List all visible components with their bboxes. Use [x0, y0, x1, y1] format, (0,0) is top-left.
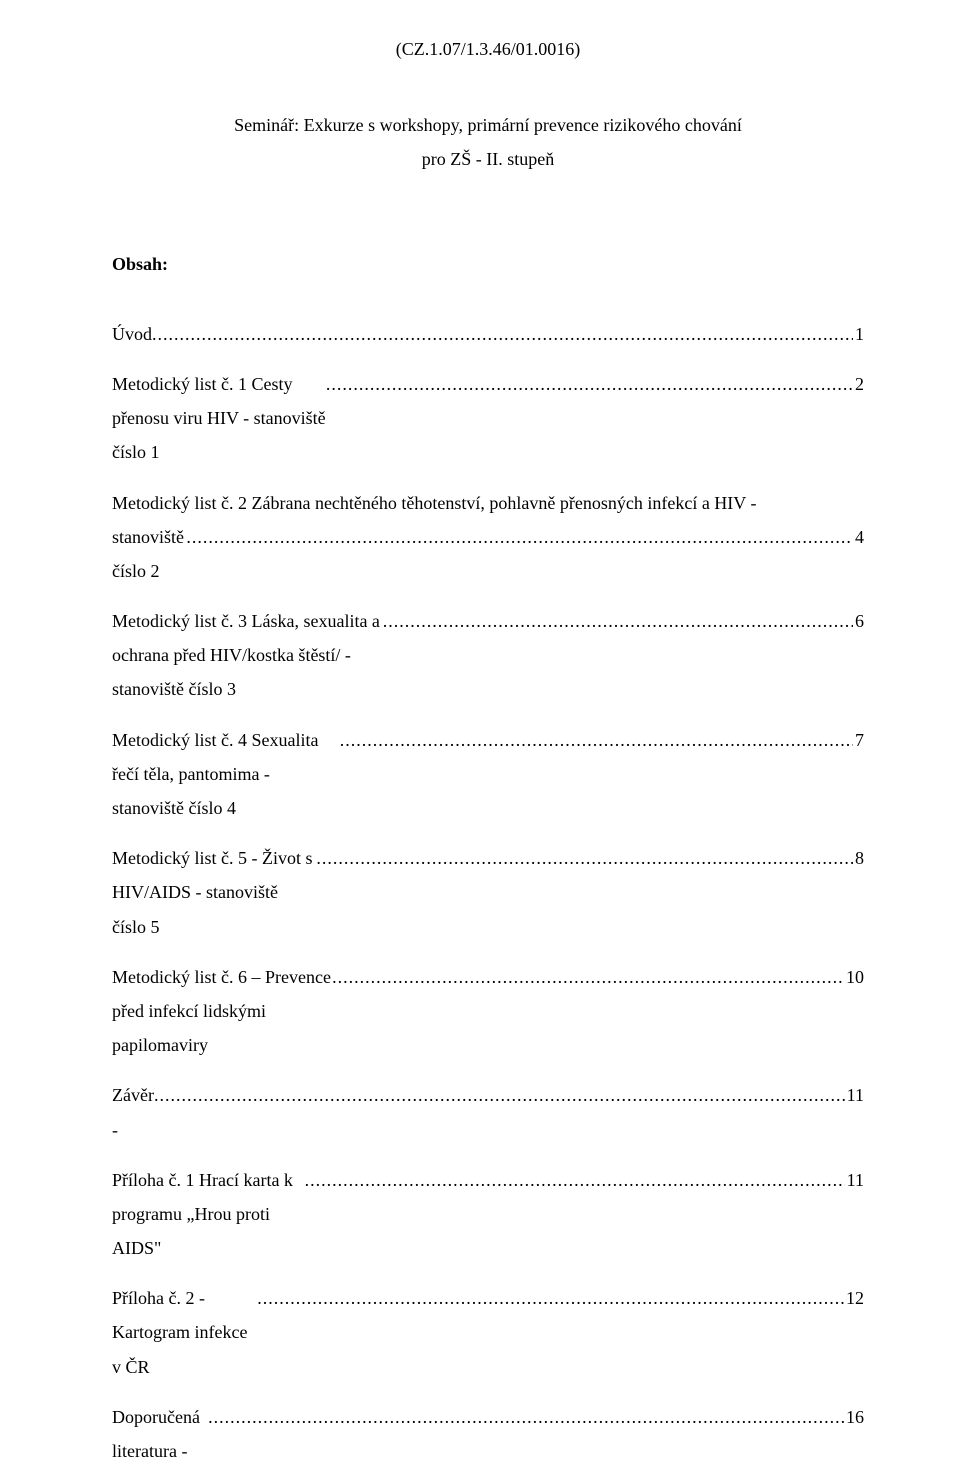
- toc-leader: [316, 841, 853, 875]
- toc-leader: [383, 604, 853, 638]
- toc-page: 4: [853, 520, 864, 554]
- toc-label: Příloha č. 2 - Kartogram infekce v ČR: [112, 1281, 257, 1384]
- toc-leader: [340, 723, 853, 757]
- toc-label: Metodický list č. 1 Cesty přenosu viru H…: [112, 367, 326, 470]
- toc-page: 10: [844, 960, 864, 994]
- toc-label: Metodický list č. 3 Láska, sexualita a o…: [112, 604, 383, 707]
- toc-entry-m5: Metodický list č. 5 - Život s HIV/AIDS -…: [112, 841, 864, 944]
- toc-label: Příloha č. 1 Hrací karta k programu „Hro…: [112, 1163, 305, 1266]
- toc-label: Úvod: [112, 317, 152, 351]
- toc-label: Metodický list č. 6 – Prevence před infe…: [112, 960, 332, 1063]
- toc-page: 11: [845, 1163, 864, 1197]
- toc-entry-m3: Metodický list č. 3 Láska, sexualita a o…: [112, 604, 864, 707]
- toc-entry-m1: Metodický list č. 1 Cesty přenosu viru H…: [112, 367, 864, 470]
- toc-label: Závěr -: [112, 1078, 154, 1146]
- toc-page: 7: [853, 723, 864, 757]
- seminar-title: Seminář: Exkurze s workshopy, primární p…: [112, 108, 864, 142]
- toc-leader: [208, 1400, 844, 1434]
- toc-leader: [154, 1078, 845, 1112]
- toc-label-line2: stanoviště číslo 2: [112, 520, 186, 588]
- toc-leader: [186, 520, 853, 554]
- toc-page: 16: [844, 1400, 864, 1434]
- toc-page: 8: [853, 841, 864, 875]
- document-code: (CZ.1.07/1.3.46/01.0016): [112, 32, 864, 66]
- toc-entry-m4: Metodický list č. 4 Sexualita řečí těla,…: [112, 723, 864, 826]
- seminar-subtitle: pro ZŠ - II. stupeň: [112, 142, 864, 176]
- toc-label-line1: Metodický list č. 2 Zábrana nechtěného t…: [112, 486, 864, 520]
- toc-leader: [257, 1281, 844, 1315]
- contents-heading: Obsah:: [112, 247, 864, 281]
- toc-leader: [332, 960, 844, 994]
- toc-leader: [305, 1163, 845, 1197]
- toc-leader: [152, 317, 853, 351]
- toc-page: 12: [844, 1281, 864, 1315]
- toc-label: Metodický list č. 5 - Život s HIV/AIDS -…: [112, 841, 316, 944]
- toc-label: Doporučená literatura -: [112, 1400, 208, 1468]
- toc-leader: [326, 367, 853, 401]
- toc-entry-p2: Příloha č. 2 - Kartogram infekce v ČR 12: [112, 1281, 864, 1384]
- toc-entry-m6: Metodický list č. 6 – Prevence před infe…: [112, 960, 864, 1063]
- toc-entry-m2: Metodický list č. 2 Zábrana nechtěného t…: [112, 486, 864, 589]
- toc-page: 2: [853, 367, 864, 401]
- toc-entry-zaver: Závěr - 11: [112, 1078, 864, 1146]
- toc-page: 1: [853, 317, 864, 351]
- toc-page: 11: [845, 1078, 864, 1112]
- toc-entry-uvod: Úvod 1: [112, 317, 864, 351]
- toc-entry-literatura: Doporučená literatura - 16: [112, 1400, 864, 1468]
- toc-entry-p1: Příloha č. 1 Hrací karta k programu „Hro…: [112, 1163, 864, 1266]
- toc-label: Metodický list č. 4 Sexualita řečí těla,…: [112, 723, 340, 826]
- toc-page: 6: [853, 604, 864, 638]
